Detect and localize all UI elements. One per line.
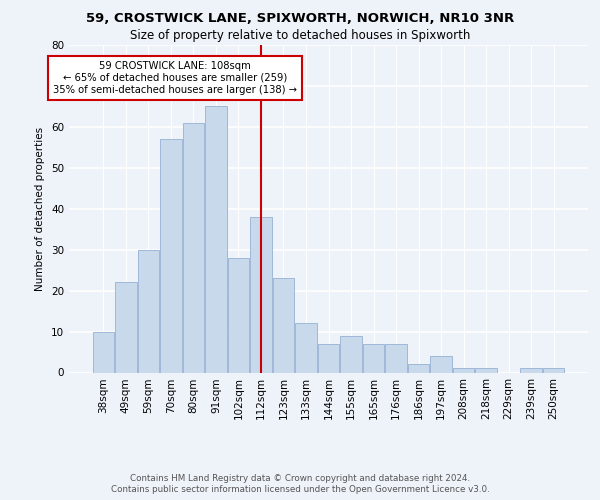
Bar [408, 364, 429, 372]
Bar [115, 282, 137, 372]
Bar [160, 139, 182, 372]
Text: 59, CROSTWICK LANE, SPIXWORTH, NORWICH, NR10 3NR: 59, CROSTWICK LANE, SPIXWORTH, NORWICH, … [86, 12, 514, 26]
Bar [453, 368, 475, 372]
Bar [273, 278, 294, 372]
Bar [92, 332, 114, 372]
Bar [340, 336, 362, 372]
Bar [318, 344, 339, 372]
Text: Size of property relative to detached houses in Spixworth: Size of property relative to detached ho… [130, 29, 470, 42]
Text: 59 CROSTWICK LANE: 108sqm
← 65% of detached houses are smaller (259)
35% of semi: 59 CROSTWICK LANE: 108sqm ← 65% of detac… [53, 62, 298, 94]
Bar [205, 106, 227, 372]
Bar [295, 324, 317, 372]
Bar [520, 368, 542, 372]
Text: Contains HM Land Registry data © Crown copyright and database right 2024.
Contai: Contains HM Land Registry data © Crown c… [110, 474, 490, 494]
Bar [182, 123, 204, 372]
Bar [228, 258, 249, 372]
Bar [363, 344, 384, 372]
Bar [543, 368, 565, 372]
Y-axis label: Number of detached properties: Number of detached properties [35, 126, 46, 291]
Bar [430, 356, 452, 372]
Bar [475, 368, 497, 372]
Bar [250, 217, 272, 372]
Bar [137, 250, 159, 372]
Bar [385, 344, 407, 372]
